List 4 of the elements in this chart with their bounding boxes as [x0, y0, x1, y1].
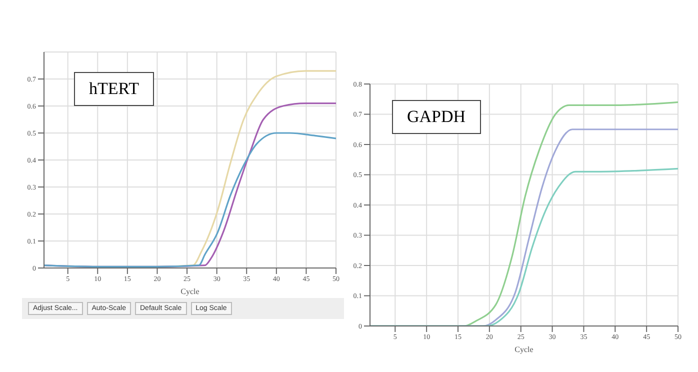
- x-axis-title: Cycle: [514, 345, 534, 354]
- text: hTERT: [74, 72, 154, 106]
- text: GAPDH: [392, 100, 481, 134]
- x-axis-title: Cycle: [180, 287, 200, 296]
